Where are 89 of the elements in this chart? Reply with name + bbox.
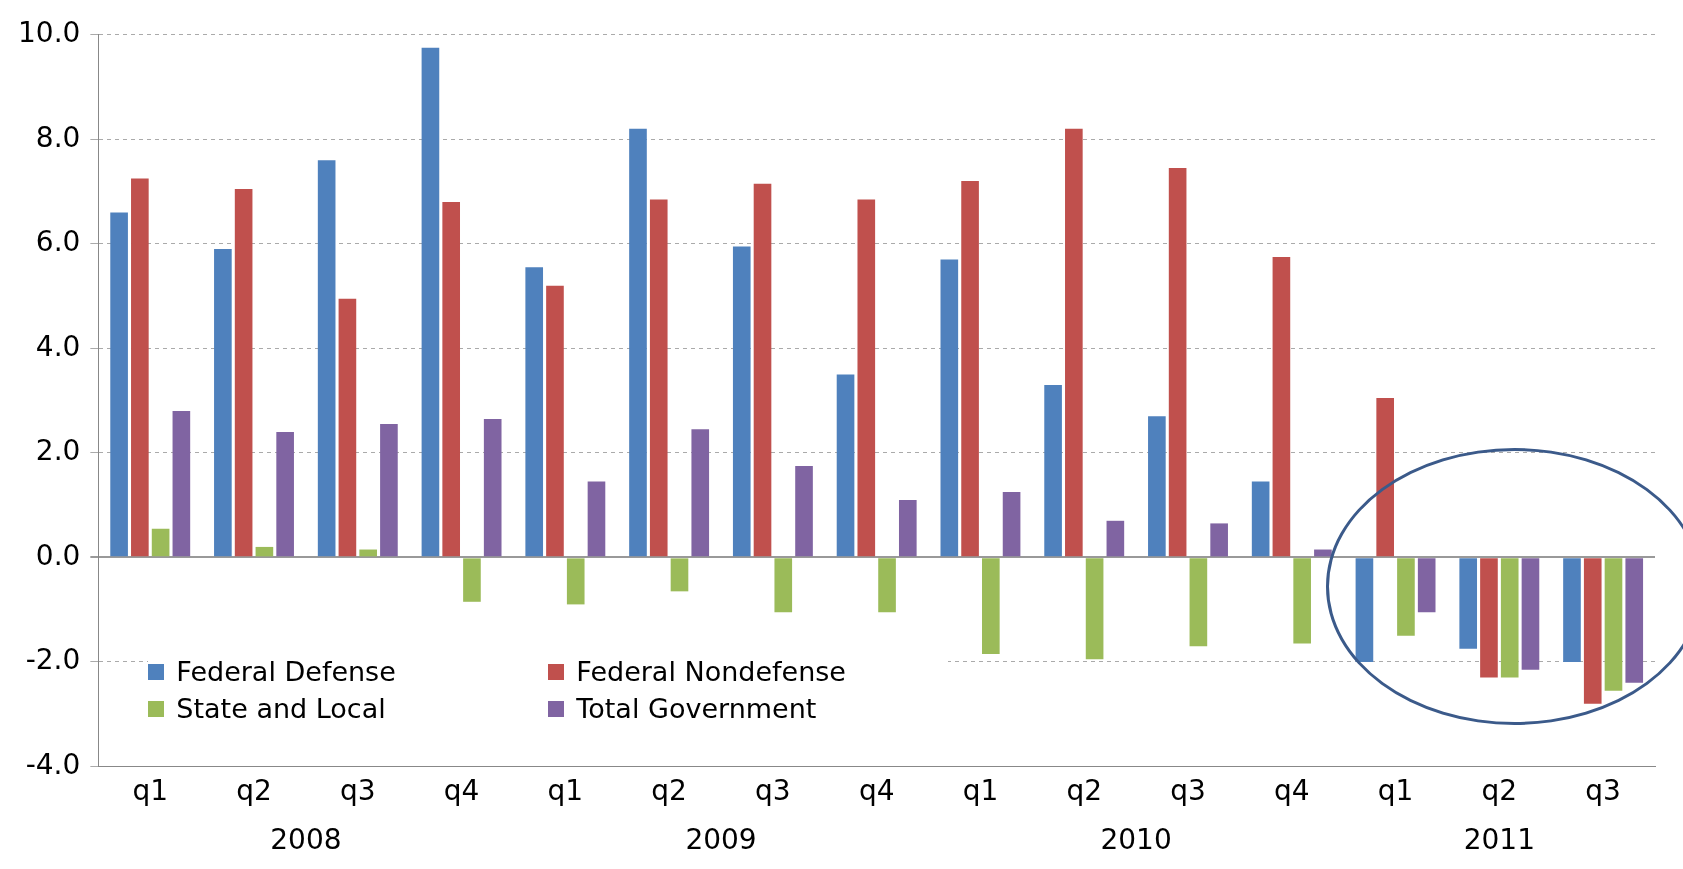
bar bbox=[1355, 558, 1374, 662]
bar bbox=[1521, 558, 1540, 670]
bar bbox=[836, 374, 855, 557]
text: 2011 bbox=[1463, 823, 1535, 857]
bar bbox=[546, 285, 564, 557]
y-tick-label: 2.0 bbox=[35, 434, 81, 468]
bar bbox=[670, 558, 689, 592]
x-tick-label: q3 bbox=[755, 774, 791, 808]
text: 2009 bbox=[685, 823, 757, 857]
x-tick-label: q2 bbox=[1481, 774, 1518, 808]
bar bbox=[1397, 558, 1415, 636]
text: 2010 bbox=[1100, 823, 1172, 857]
x-tick-label: q3 bbox=[1585, 774, 1621, 808]
x-tick-label: q4 bbox=[858, 774, 895, 808]
bar bbox=[483, 418, 502, 557]
bar bbox=[234, 188, 253, 557]
bar bbox=[878, 558, 896, 613]
bar bbox=[1500, 558, 1519, 678]
bar bbox=[1065, 128, 1083, 557]
x-tick-label: q1 bbox=[962, 774, 999, 808]
bar bbox=[732, 246, 751, 557]
y-tick-label: 10.0 bbox=[18, 16, 81, 50]
bar bbox=[172, 411, 191, 557]
bar bbox=[338, 298, 357, 557]
bar bbox=[629, 128, 647, 557]
y-tick-label: 4.0 bbox=[35, 329, 81, 363]
y-tick-label: 8.0 bbox=[35, 120, 81, 154]
bar bbox=[982, 558, 1000, 655]
bar bbox=[1251, 481, 1270, 557]
legend-label: Federal Nondefense bbox=[576, 656, 846, 688]
bar bbox=[1044, 384, 1062, 557]
bar bbox=[649, 199, 668, 557]
y-tick-label: -2.0 bbox=[25, 643, 81, 677]
bar bbox=[961, 181, 979, 557]
bar bbox=[1210, 523, 1228, 557]
bar bbox=[380, 424, 398, 557]
bar bbox=[442, 202, 461, 557]
bar bbox=[276, 431, 294, 557]
bar bbox=[1583, 558, 1602, 704]
bar bbox=[587, 481, 606, 557]
bar bbox=[1376, 397, 1394, 557]
bar bbox=[255, 546, 274, 557]
y-tick-label: 6.0 bbox=[35, 225, 81, 259]
text: 2008 bbox=[270, 823, 342, 857]
bar bbox=[525, 267, 544, 557]
bar bbox=[774, 558, 793, 613]
bar bbox=[1106, 520, 1125, 557]
x-tick-label: q1 bbox=[1377, 774, 1414, 808]
y-tick-label: -4.0 bbox=[25, 747, 81, 781]
bar bbox=[753, 183, 772, 557]
bar bbox=[1085, 558, 1104, 660]
bar bbox=[1480, 558, 1498, 678]
bar bbox=[1293, 558, 1311, 644]
x-tick-label: q1 bbox=[547, 774, 584, 808]
x-tick-label: q4 bbox=[443, 774, 480, 808]
bar bbox=[898, 499, 917, 557]
bar bbox=[795, 465, 813, 557]
x-tick-label: q2 bbox=[651, 774, 687, 808]
bar bbox=[131, 178, 149, 557]
bar bbox=[940, 259, 959, 557]
bar bbox=[1459, 558, 1478, 649]
x-tick-label: q4 bbox=[1273, 774, 1310, 808]
x-tick-label: q3 bbox=[1170, 774, 1206, 808]
bar bbox=[214, 249, 232, 557]
bar bbox=[857, 199, 876, 557]
bar bbox=[1625, 558, 1644, 683]
bar bbox=[1272, 256, 1291, 557]
bar bbox=[463, 558, 481, 602]
bar bbox=[691, 429, 710, 557]
bar bbox=[1189, 558, 1208, 647]
bar bbox=[151, 528, 170, 557]
bar bbox=[1417, 558, 1436, 613]
legend-label: Total Government bbox=[576, 693, 817, 725]
bar bbox=[566, 558, 585, 605]
legend-label: State and Local bbox=[176, 693, 386, 725]
legend-label: Federal Defense bbox=[176, 656, 396, 688]
y-tick-label: 0.0 bbox=[35, 538, 81, 572]
bar bbox=[110, 212, 128, 557]
bar bbox=[317, 160, 336, 557]
bar bbox=[1002, 492, 1021, 557]
x-tick-label: q1 bbox=[132, 774, 169, 808]
bar bbox=[421, 47, 440, 557]
x-tick-label: q2 bbox=[1066, 774, 1103, 808]
bar bbox=[1563, 558, 1581, 662]
x-tick-label: q3 bbox=[339, 774, 376, 808]
bar bbox=[1604, 558, 1623, 691]
x-tick-label: q2 bbox=[236, 774, 272, 808]
bar bbox=[1168, 168, 1187, 557]
bar bbox=[1148, 416, 1166, 557]
